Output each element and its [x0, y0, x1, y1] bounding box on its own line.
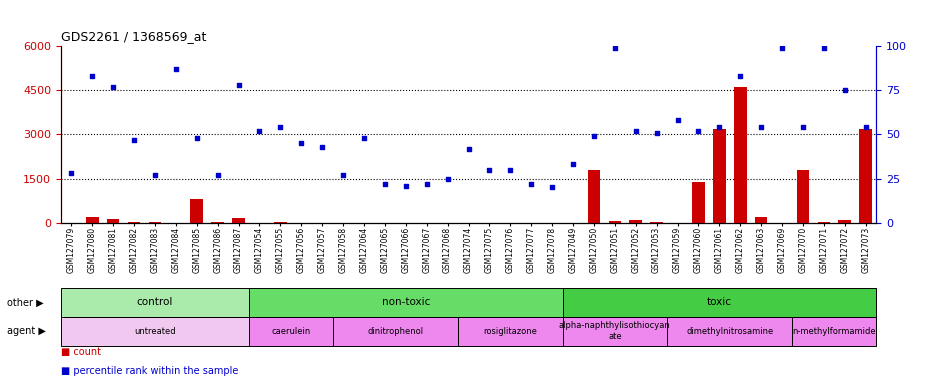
Point	[481, 167, 496, 173]
Text: toxic: toxic	[706, 297, 731, 308]
Bar	[190, 199, 203, 223]
Point	[231, 82, 246, 88]
Text: dimethylnitrosamine: dimethylnitrosamine	[685, 327, 772, 336]
Point	[711, 124, 726, 131]
Point	[461, 146, 475, 152]
Point	[294, 140, 309, 146]
Point	[690, 128, 705, 134]
Bar	[858, 129, 871, 223]
Point	[837, 87, 852, 93]
Point	[815, 45, 830, 51]
Point	[565, 161, 580, 167]
Text: rosiglitazone: rosiglitazone	[483, 327, 536, 336]
Bar	[249, 288, 562, 317]
Bar	[61, 317, 249, 346]
Text: agent ▶: agent ▶	[7, 326, 45, 336]
Point	[774, 45, 789, 51]
Bar	[127, 222, 140, 223]
Text: alpha-naphthylisothiocyan
ate: alpha-naphthylisothiocyan ate	[559, 321, 670, 341]
Point	[252, 128, 267, 134]
Bar	[607, 221, 621, 223]
Point	[126, 137, 141, 143]
Point	[398, 182, 413, 189]
Bar	[838, 220, 850, 223]
Point	[440, 175, 455, 182]
Point	[607, 45, 622, 51]
Bar	[562, 317, 666, 346]
Bar	[107, 219, 119, 223]
Bar	[792, 317, 875, 346]
Text: other ▶: other ▶	[7, 298, 43, 308]
Point	[669, 117, 684, 123]
Point	[753, 124, 768, 131]
Text: non-toxic: non-toxic	[381, 297, 430, 308]
Bar	[754, 217, 767, 223]
Bar	[629, 220, 641, 223]
Text: ■ percentile rank within the sample: ■ percentile rank within the sample	[61, 366, 238, 376]
Bar	[796, 170, 809, 223]
Point	[523, 181, 538, 187]
Point	[732, 73, 747, 79]
Bar	[212, 222, 224, 223]
Point	[377, 181, 392, 187]
Point	[335, 172, 350, 178]
Bar	[692, 182, 704, 223]
Bar	[562, 288, 875, 317]
Bar	[61, 288, 249, 317]
Text: ■ count: ■ count	[61, 347, 101, 357]
Point	[586, 133, 601, 139]
Point	[503, 167, 518, 173]
Point	[168, 66, 183, 72]
Point	[106, 84, 121, 90]
Text: control: control	[137, 297, 173, 308]
Point	[210, 172, 225, 178]
Point	[649, 129, 664, 136]
Bar	[458, 317, 562, 346]
Point	[314, 144, 329, 150]
Text: GDS2261 / 1368569_at: GDS2261 / 1368569_at	[61, 30, 206, 43]
Text: untreated: untreated	[134, 327, 176, 336]
Bar	[232, 218, 244, 223]
Point	[84, 73, 99, 79]
Bar	[249, 317, 332, 346]
Point	[544, 184, 559, 190]
Point	[795, 124, 810, 131]
Point	[64, 170, 79, 176]
Point	[857, 124, 872, 131]
Point	[272, 124, 287, 131]
Bar	[86, 217, 98, 223]
Text: caerulein: caerulein	[271, 327, 310, 336]
Bar	[733, 87, 746, 223]
Point	[418, 181, 433, 187]
Point	[147, 172, 162, 178]
Bar	[666, 317, 792, 346]
Text: n-methylformamide: n-methylformamide	[792, 327, 875, 336]
Bar	[332, 317, 458, 346]
Point	[189, 135, 204, 141]
Bar	[587, 170, 600, 223]
Bar	[712, 129, 724, 223]
Point	[356, 135, 371, 141]
Point	[627, 128, 642, 134]
Text: dinitrophenol: dinitrophenol	[367, 327, 423, 336]
